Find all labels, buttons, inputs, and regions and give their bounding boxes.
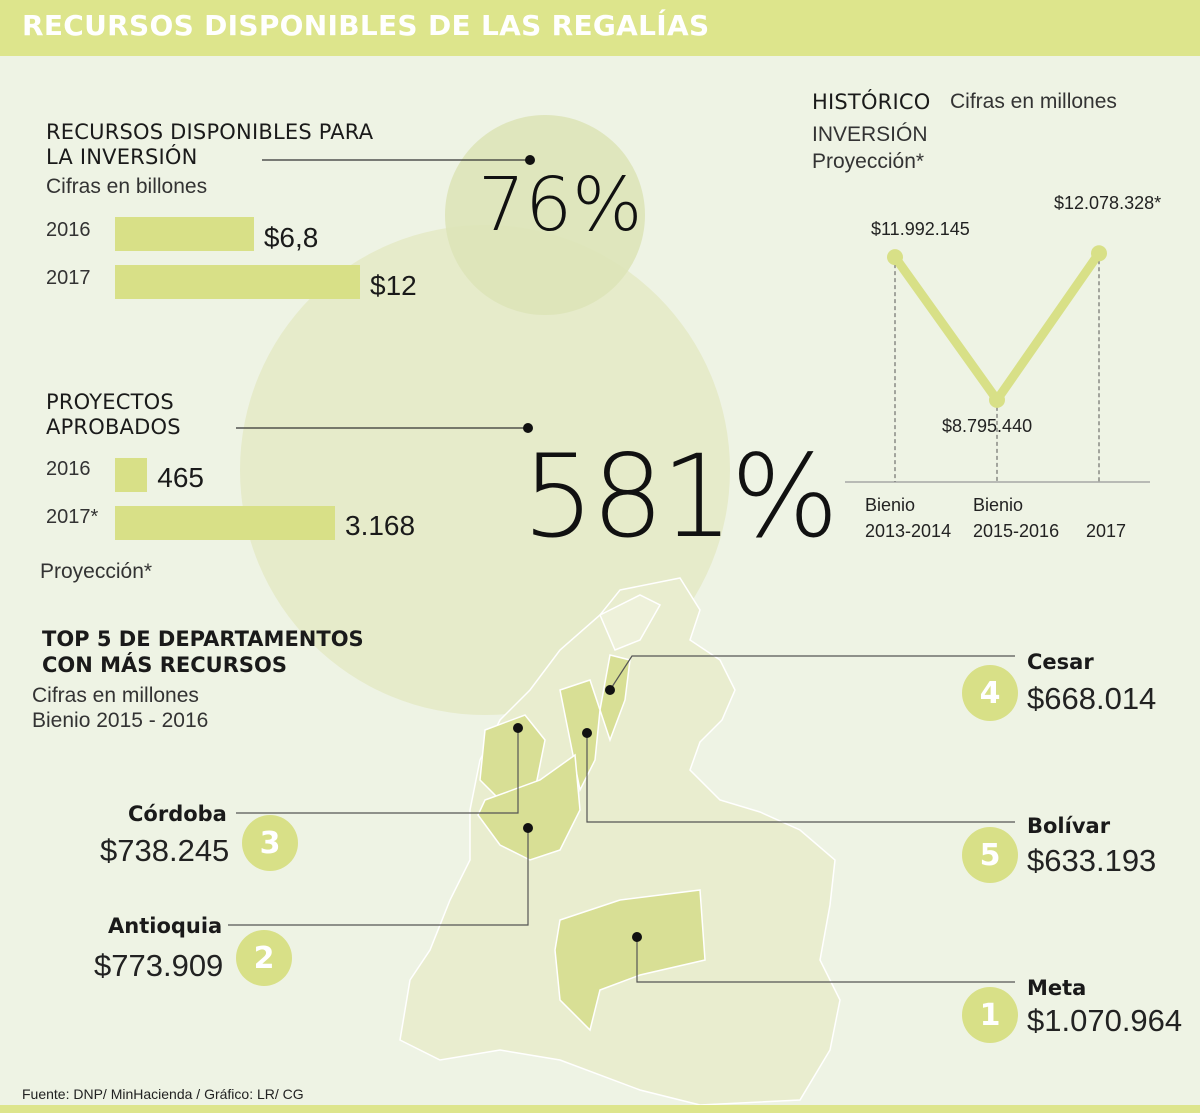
map-outline xyxy=(399,577,841,1106)
cordoba-dot xyxy=(513,723,523,733)
historico-units: Cifras en millones xyxy=(950,90,1117,113)
bottom-bar xyxy=(0,1105,1200,1113)
inv-bar-value-1: $12 xyxy=(370,270,417,301)
proy-bar-0 xyxy=(115,458,148,492)
inv-bar-1 xyxy=(115,265,360,299)
meta-dot xyxy=(632,932,642,942)
cordoba-connector xyxy=(236,728,519,814)
cesar-connector xyxy=(609,655,1015,691)
proyectos-footnote: Proyección* xyxy=(40,560,153,583)
historico-line2: INVERSIÓN xyxy=(812,123,928,146)
antioquia-name: Antioquia xyxy=(108,914,223,938)
antioquia-value: $773.909 xyxy=(94,948,224,983)
bolivar-rank: 5 xyxy=(962,827,1018,883)
small-circle xyxy=(445,115,645,315)
bolivar-value: $633.193 xyxy=(1027,843,1157,878)
cesar-value: $668.014 xyxy=(1027,681,1157,716)
bolivar-connector xyxy=(586,733,1015,823)
inv-bar-0 xyxy=(115,217,254,251)
historico-xtick-1: Bienio 2015-2016 xyxy=(973,495,1060,541)
map-antioquia xyxy=(477,753,581,861)
historico-title: HISTÓRICO xyxy=(812,90,931,114)
top5-title-line1: TOP 5 DE DEPARTAMENTOS xyxy=(42,627,364,651)
inversion-title-line1: RECURSOS DISPONIBLES PARA xyxy=(46,120,374,144)
inv-bar-category-0: 2016 xyxy=(46,219,91,241)
proyectos-title-line2: APROBADOS xyxy=(46,415,181,439)
proy-bar-value-1: 3.168 xyxy=(345,510,416,541)
proy-bar-1 xyxy=(115,506,335,540)
meta-rank: 1 xyxy=(962,987,1018,1043)
top5-title-line2: CON MÁS RECURSOS xyxy=(42,653,287,677)
proyectos-connector-dot xyxy=(523,423,533,433)
cesar-dot xyxy=(605,685,615,695)
inversion-connector-dot xyxy=(525,155,535,165)
inv-bar-category-1: 2017 xyxy=(46,267,91,289)
colombia-map xyxy=(399,577,841,1106)
cordoba-value: $738.245 xyxy=(100,833,230,868)
historico-line3: Proyección* xyxy=(812,150,925,173)
title-bar xyxy=(0,0,1200,56)
historico-value-label-2: $12.078.328* xyxy=(1054,193,1162,214)
map-guajira xyxy=(599,594,662,651)
inversion-percent: 76% xyxy=(478,162,643,248)
map-meta xyxy=(554,889,706,1032)
proy-bar-category-1: 2017* xyxy=(46,506,99,528)
historico-point-0 xyxy=(887,249,903,266)
proyectos-title-line1: PROYECTOS xyxy=(46,390,174,414)
cesar-rank: 4 xyxy=(962,665,1018,721)
antioquia-connector xyxy=(228,828,529,926)
proyectos-percent: 581% xyxy=(522,430,839,563)
map-cesar xyxy=(599,654,631,743)
meta-connector xyxy=(636,937,1015,983)
top5-sub2: Bienio 2015 - 2016 xyxy=(32,709,209,732)
historico-xtick-0: Bienio 2013-2014 xyxy=(865,495,952,541)
cordoba-rank: 3 xyxy=(242,815,298,871)
inversion-title-line2: LA INVERSIÓN xyxy=(46,145,198,169)
cordoba-name: Córdoba xyxy=(128,802,227,826)
source-note: Fuente: DNP/ MinHacienda / Gráfico: LR/ … xyxy=(22,1086,304,1102)
inv-bar-value-0: $6,8 xyxy=(263,222,319,253)
big-circle xyxy=(240,225,730,715)
cesar-name: Cesar xyxy=(1027,650,1094,674)
bolivar-dot xyxy=(582,728,592,738)
meta-value: $1.070.964 xyxy=(1027,1003,1183,1038)
inversion-subtitle: Cifras en billones xyxy=(46,175,208,198)
historico-point-1 xyxy=(989,391,1005,408)
historico-value-label-1: $8.795.440 xyxy=(942,415,1033,436)
historico-point-2 xyxy=(1091,245,1107,262)
antioquia-dot xyxy=(523,823,533,833)
historico-xtick-2: 2017 xyxy=(1086,521,1127,541)
page-title: RECURSOS DISPONIBLES DE LAS REGALÍAS xyxy=(22,9,710,42)
map-bolivar xyxy=(559,679,601,793)
proy-bar-value-0: 465 xyxy=(157,462,204,493)
proy-bar-category-0: 2016 xyxy=(46,458,91,480)
historico-value-label-0: $11.992.145 xyxy=(871,219,970,240)
antioquia-rank: 2 xyxy=(236,930,292,986)
meta-name: Meta xyxy=(1027,976,1087,1000)
top5-sub1: Cifras en millones xyxy=(32,684,199,707)
bolivar-name: Bolívar xyxy=(1027,814,1111,838)
